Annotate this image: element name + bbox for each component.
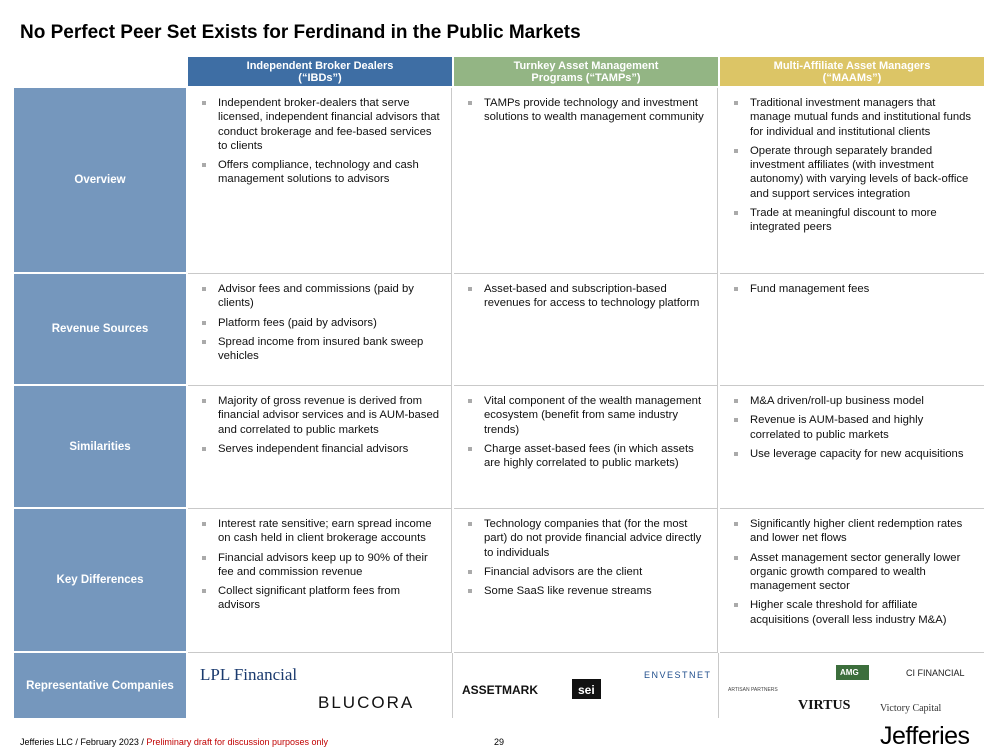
bullet: Interest rate sensitive; earn spread inc…: [200, 517, 441, 546]
bullet-list: Asset-based and subscription-based reven…: [466, 282, 707, 311]
company-logo: VIRTUS: [798, 698, 851, 713]
bullet: Asset-based and subscription-based reven…: [466, 282, 707, 311]
column-header: Turnkey Asset Management Programs (“TAMP…: [454, 57, 718, 86]
cell: Advisor fees and commissions (paid by cl…: [188, 274, 452, 386]
page-number: 29: [494, 737, 505, 747]
bullet: Financial advisors are the client: [466, 565, 707, 579]
brand: Jefferies: [880, 722, 970, 750]
cell: ARTISAN PARTNERS AMG CI FINANCIAL VIRTUS Vic…: [720, 653, 984, 718]
row-label: Similarities: [14, 386, 186, 507]
cell: Significantly higher client redemption r…: [720, 509, 984, 653]
bullet-list: Technology companies that (for the most …: [466, 517, 707, 598]
bullet-list: TAMPs provide technology and investment …: [466, 96, 707, 125]
cell: Interest rate sensitive; earn spread inc…: [188, 509, 452, 653]
bullet-list: Traditional investment managers that man…: [732, 96, 974, 235]
company-logo: sei: [572, 679, 601, 699]
bullet-list: Vital component of the wealth management…: [466, 394, 707, 470]
cell: Vital component of the wealth management…: [454, 386, 718, 509]
cell: TAMPs provide technology and investment …: [454, 88, 718, 274]
bullet-list: Advisor fees and commissions (paid by cl…: [200, 282, 441, 363]
bullet: Offers compliance, technology and cash m…: [200, 158, 441, 187]
bullet: Technology companies that (for the most …: [466, 517, 707, 560]
bullet: Platform fees (paid by advisors): [200, 316, 441, 330]
cell: Majority of gross revenue is derived fro…: [188, 386, 452, 509]
cell: Traditional investment managers that man…: [720, 88, 984, 274]
bullet-list: Majority of gross revenue is derived fro…: [200, 394, 441, 456]
cell: Asset-based and subscription-based reven…: [454, 274, 718, 386]
bullet: Serves independent financial advisors: [200, 442, 441, 456]
bullet: M&A driven/roll-up business model: [732, 394, 974, 408]
row-label: Overview: [14, 88, 186, 272]
bullet: Traditional investment managers that man…: [732, 96, 974, 139]
bullet-list: M&A driven/roll-up business model Revenue…: [732, 394, 974, 461]
bullet: Financial advisors keep up to 90% of the…: [200, 551, 441, 580]
bullet: Advisor fees and commissions (paid by cl…: [200, 282, 441, 311]
bullet-list: Significantly higher client redemption r…: [732, 517, 974, 627]
bullet: Collect significant platform fees from a…: [200, 584, 441, 613]
bullet: Vital component of the wealth management…: [466, 394, 707, 437]
footer-note: Preliminary draft for discussion purpose…: [146, 737, 328, 747]
cell: Technology companies that (for the most …: [454, 509, 718, 653]
company-logo: ARTISAN PARTNERS: [728, 687, 778, 693]
cell: Fund management fees: [720, 274, 984, 386]
bullet: Significantly higher client redemption r…: [732, 517, 974, 546]
row-label: Key Differences: [14, 509, 186, 651]
bullet: Higher scale threshold for affiliate acq…: [732, 598, 974, 627]
bullet: Revenue is AUM-based and highly correlat…: [732, 413, 974, 442]
company-logo: BLUCORA: [318, 693, 415, 712]
footer: Jefferies LLC / February 2023 / Prelimin…: [20, 737, 328, 747]
title: No Perfect Peer Set Exists for Ferdinand…: [20, 22, 581, 43]
cell: M&A driven/roll-up business model Revenue…: [720, 386, 984, 509]
company-logo: CI FINANCIAL: [906, 668, 965, 678]
bullet: Spread income from insured bank sweep ve…: [200, 335, 441, 364]
bullet: TAMPs provide technology and investment …: [466, 96, 707, 125]
bullet: Asset management sector generally lower …: [732, 551, 974, 594]
bullet-list: Interest rate sensitive; earn spread inc…: [200, 517, 441, 613]
column-header: Independent Broker Dealers (“IBDs”): [188, 57, 452, 86]
bullet: Independent broker-dealers that serve li…: [200, 96, 441, 153]
company-logo: AMG: [836, 665, 869, 680]
bullet: Trade at meaningful discount to more int…: [732, 206, 974, 235]
bullet: Some SaaS like revenue streams: [466, 584, 707, 598]
company-logo: Victory Capital: [880, 703, 942, 714]
row-label: Revenue Sources: [14, 274, 186, 384]
company-logo: LPL Financial: [200, 665, 298, 684]
bullet: Charge asset-based fees (in which assets…: [466, 442, 707, 471]
company-logo: ASSETMARK: [462, 683, 539, 697]
bullet: Fund management fees: [732, 282, 974, 296]
cell: LPL Financial BLUCORA: [188, 653, 453, 718]
bullet: Use leverage capacity for new acquisitio…: [732, 447, 974, 461]
footer-source: Jefferies LLC / February 2023 /: [20, 737, 144, 747]
bullet: Operate through separately branded inves…: [732, 144, 974, 201]
bullet-list: Independent broker-dealers that serve li…: [200, 96, 441, 187]
cell: ASSETMARK sei ENVESTNET: [454, 653, 719, 718]
bullet: Majority of gross revenue is derived fro…: [200, 394, 441, 437]
row-label: Representative Companies: [14, 653, 186, 718]
bullet-list: Fund management fees: [732, 282, 974, 296]
cell: Independent broker-dealers that serve li…: [188, 88, 452, 274]
company-logo: ENVESTNET: [644, 670, 712, 680]
column-header: Multi-Affiliate Asset Managers (“MAAMs”): [720, 57, 984, 86]
